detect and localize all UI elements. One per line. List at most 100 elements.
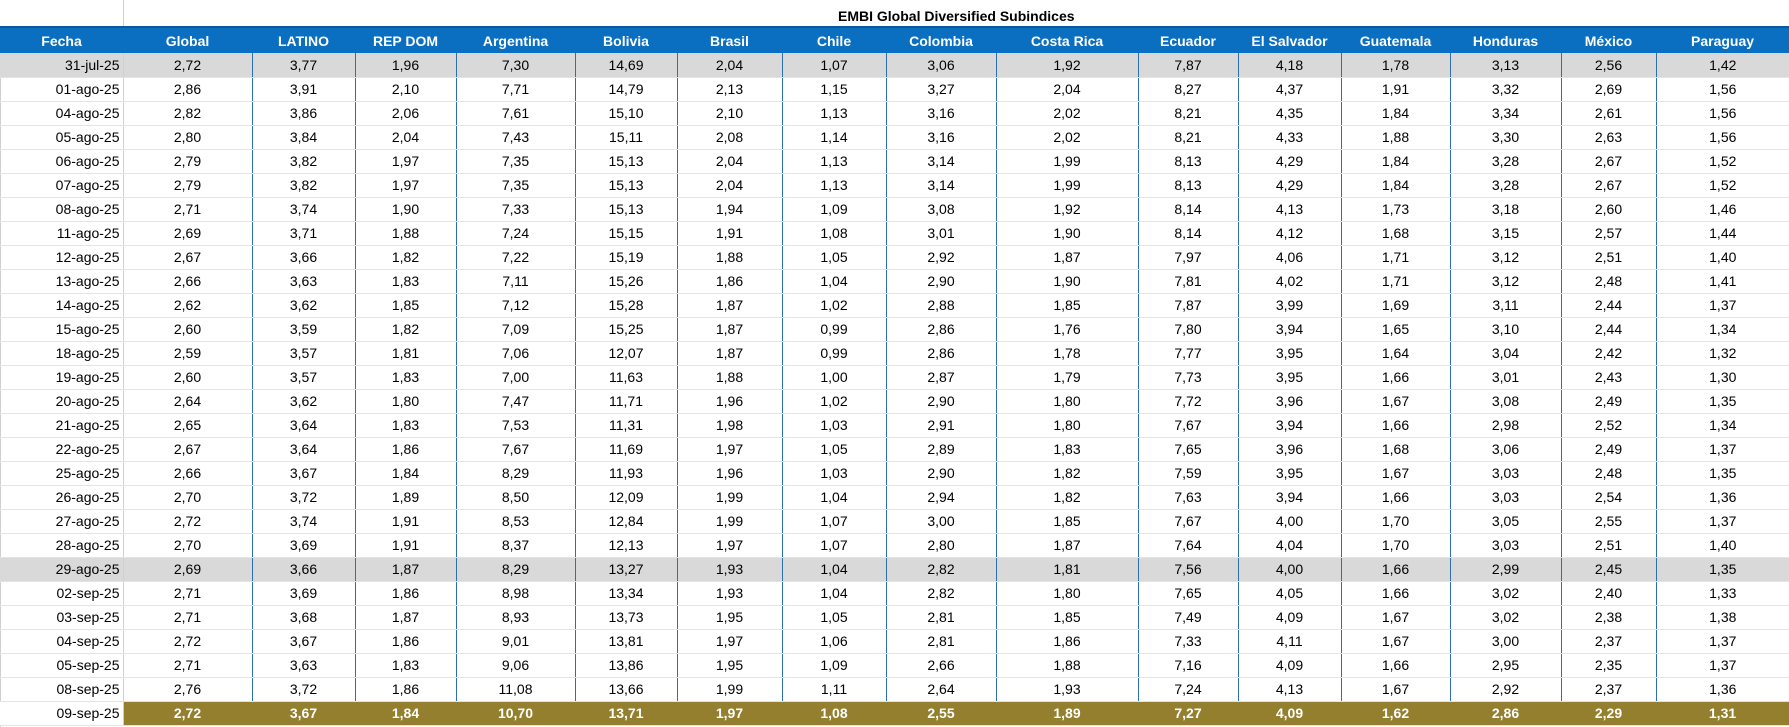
value-cell[interactable]: 8,53 [456, 509, 576, 534]
value-cell[interactable]: 10,70 [456, 701, 576, 726]
date-cell[interactable]: 18-ago-25 [0, 341, 124, 366]
value-cell[interactable]: 1,04 [782, 557, 887, 582]
value-cell[interactable]: 3,94 [1238, 413, 1342, 438]
title-blank-cell[interactable] [0, 0, 124, 27]
value-cell[interactable]: 3,64 [252, 437, 356, 462]
value-cell[interactable]: 9,01 [456, 629, 576, 654]
column-header[interactable]: Guatemala [1341, 26, 1450, 53]
date-cell[interactable]: 08-sep-25 [0, 677, 124, 702]
value-cell[interactable]: 3,03 [1450, 461, 1562, 486]
value-cell[interactable]: 7,87 [1138, 53, 1239, 78]
value-cell[interactable]: 1,85 [996, 605, 1139, 630]
value-cell[interactable]: 8,29 [456, 461, 576, 486]
value-cell[interactable]: 3,82 [252, 149, 356, 174]
value-cell[interactable]: 3,18 [1450, 197, 1562, 222]
value-cell[interactable]: 7,65 [1138, 437, 1239, 462]
value-cell[interactable]: 3,94 [1238, 485, 1342, 510]
value-cell[interactable]: 2,99 [1450, 557, 1562, 582]
value-cell[interactable]: 8,50 [456, 485, 576, 510]
value-cell[interactable]: 15,28 [575, 293, 678, 318]
value-cell[interactable]: 1,80 [996, 581, 1139, 606]
value-cell[interactable]: 1,41 [1656, 269, 1789, 294]
value-cell[interactable]: 3,72 [252, 485, 356, 510]
value-cell[interactable]: 1,64 [1341, 341, 1451, 366]
value-cell[interactable]: 2,49 [1561, 437, 1657, 462]
value-cell[interactable]: 3,01 [886, 221, 997, 246]
value-cell[interactable]: 1,99 [996, 173, 1139, 198]
value-cell[interactable]: 1,82 [355, 245, 457, 270]
value-cell[interactable]: 2,42 [1561, 341, 1657, 366]
value-cell[interactable]: 1,56 [1656, 101, 1789, 126]
value-cell[interactable]: 9,06 [456, 653, 576, 678]
value-cell[interactable]: 1,70 [1341, 509, 1451, 534]
value-cell[interactable]: 2,91 [886, 413, 997, 438]
value-cell[interactable]: 2,80 [886, 533, 997, 558]
value-cell[interactable]: 1,78 [996, 341, 1139, 366]
date-cell[interactable]: 03-sep-25 [0, 605, 124, 630]
value-cell[interactable]: 1,82 [996, 485, 1139, 510]
value-cell[interactable]: 2,70 [123, 485, 253, 510]
value-cell[interactable]: 2,67 [1561, 173, 1657, 198]
value-cell[interactable]: 3,99 [1238, 293, 1342, 318]
value-cell[interactable]: 4,13 [1238, 197, 1342, 222]
value-cell[interactable]: 4,33 [1238, 125, 1342, 150]
date-cell[interactable]: 08-ago-25 [0, 197, 124, 222]
value-cell[interactable]: 3,82 [252, 173, 356, 198]
value-cell[interactable]: 1,86 [355, 437, 457, 462]
value-cell[interactable]: 1,93 [677, 557, 783, 582]
value-cell[interactable]: 4,02 [1238, 269, 1342, 294]
value-cell[interactable]: 4,05 [1238, 581, 1342, 606]
date-cell[interactable]: 22-ago-25 [0, 437, 124, 462]
value-cell[interactable]: 1,15 [782, 77, 887, 102]
value-cell[interactable]: 7,63 [1138, 485, 1239, 510]
value-cell[interactable]: 1,66 [1341, 485, 1451, 510]
value-cell[interactable]: 1,02 [782, 389, 887, 414]
value-cell[interactable]: 2,64 [886, 677, 997, 702]
value-cell[interactable]: 3,08 [1450, 389, 1562, 414]
value-cell[interactable]: 3,84 [252, 125, 356, 150]
value-cell[interactable]: 2,88 [886, 293, 997, 318]
value-cell[interactable]: 1,91 [677, 221, 783, 246]
value-cell[interactable]: 7,72 [1138, 389, 1239, 414]
date-cell[interactable]: 14-ago-25 [0, 293, 124, 318]
value-cell[interactable]: 3,74 [252, 197, 356, 222]
value-cell[interactable]: 2,95 [1450, 653, 1562, 678]
column-header[interactable]: Costa Rica [996, 26, 1138, 53]
column-header[interactable]: Colombia [886, 26, 996, 53]
value-cell[interactable]: 1,88 [1341, 125, 1451, 150]
value-cell[interactable]: 2,52 [1561, 413, 1657, 438]
value-cell[interactable]: 12,84 [575, 509, 678, 534]
value-cell[interactable]: 2,67 [1561, 149, 1657, 174]
value-cell[interactable]: 2,71 [123, 581, 253, 606]
value-cell[interactable]: 7,56 [1138, 557, 1239, 582]
value-cell[interactable]: 1,07 [782, 53, 887, 78]
value-cell[interactable]: 1,05 [782, 245, 887, 270]
value-cell[interactable]: 7,64 [1138, 533, 1239, 558]
value-cell[interactable]: 1,07 [782, 509, 887, 534]
value-cell[interactable]: 1,87 [996, 245, 1139, 270]
value-cell[interactable]: 1,99 [677, 677, 783, 702]
value-cell[interactable]: 1,81 [996, 557, 1139, 582]
value-cell[interactable]: 3,72 [252, 677, 356, 702]
column-header[interactable]: Honduras [1450, 26, 1561, 53]
value-cell[interactable]: 7,24 [456, 221, 576, 246]
value-cell[interactable]: 1,56 [1656, 125, 1789, 150]
value-cell[interactable]: 3,02 [1450, 605, 1562, 630]
value-cell[interactable]: 3,77 [252, 53, 356, 78]
value-cell[interactable]: 2,92 [886, 245, 997, 270]
value-cell[interactable]: 3,14 [886, 149, 997, 174]
value-cell[interactable]: 7,67 [1138, 509, 1239, 534]
value-cell[interactable]: 1,89 [355, 485, 457, 510]
value-cell[interactable]: 15,13 [575, 149, 678, 174]
value-cell[interactable]: 4,09 [1238, 605, 1342, 630]
value-cell[interactable]: 3,66 [252, 245, 356, 270]
value-cell[interactable]: 7,80 [1138, 317, 1239, 342]
value-cell[interactable]: 1,87 [677, 317, 783, 342]
value-cell[interactable]: 1,90 [355, 197, 457, 222]
date-cell[interactable]: 04-ago-25 [0, 101, 124, 126]
value-cell[interactable]: 2,51 [1561, 245, 1657, 270]
column-header[interactable]: Fecha [0, 26, 123, 53]
column-header[interactable]: Global [123, 26, 252, 53]
value-cell[interactable]: 2,04 [677, 149, 783, 174]
value-cell[interactable]: 2,62 [123, 293, 253, 318]
